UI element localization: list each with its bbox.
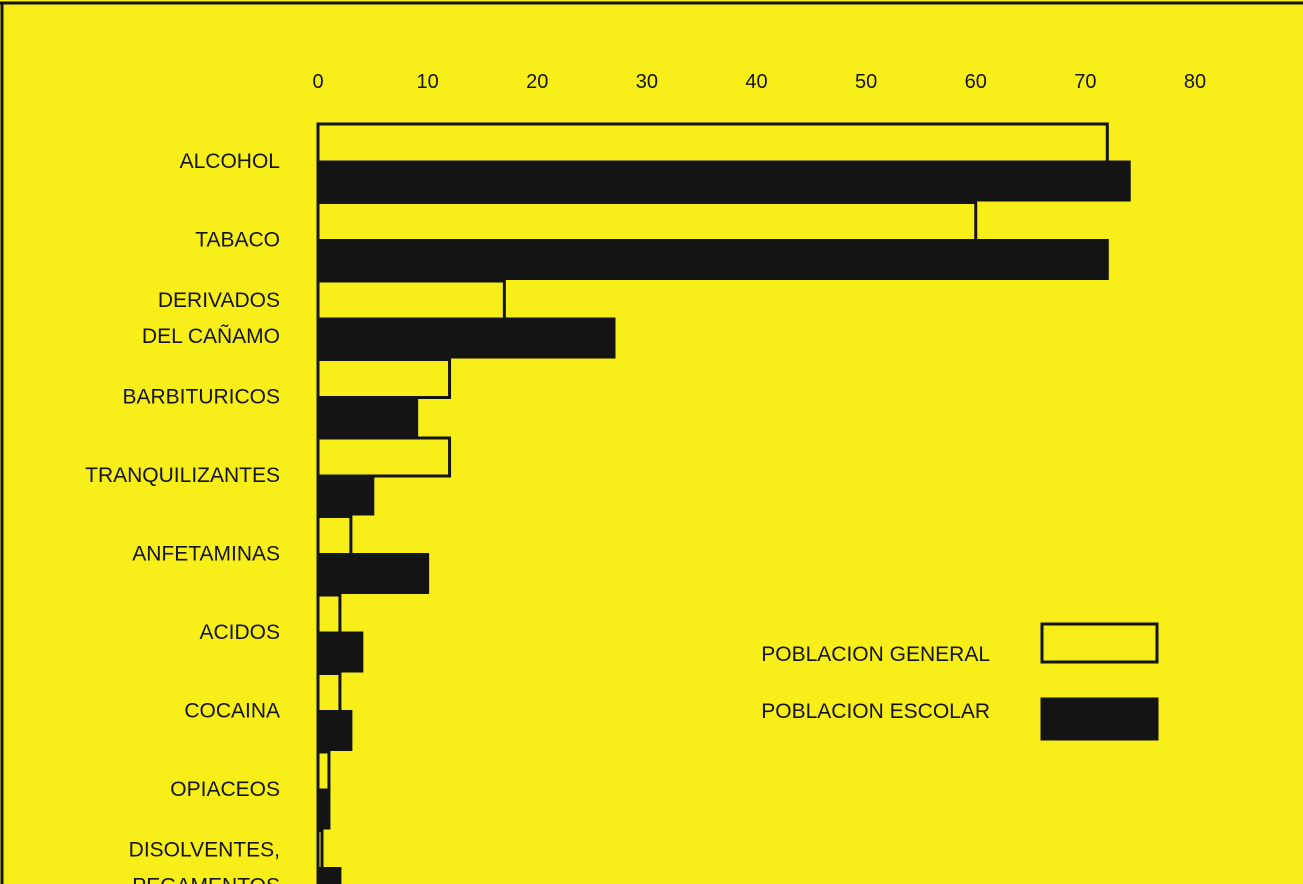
category-label: TABACO bbox=[195, 229, 280, 252]
category-label: OPIACEOS bbox=[170, 778, 280, 801]
category-label: DERIVADOS bbox=[158, 289, 280, 312]
category-label: TRANQUILIZANTES bbox=[85, 464, 280, 487]
category-labels: ALCOHOL TABACO DERIVADOS DEL CAÑAMO BARBITUR… bbox=[85, 150, 280, 884]
category-label: PEGAMENTOS bbox=[132, 875, 280, 884]
category-label: BARBITURICOS bbox=[122, 386, 280, 409]
bar-poblacion-general bbox=[316, 122, 1109, 164]
x-tick-label: 20 bbox=[526, 71, 548, 93]
x-tick-label: 0 bbox=[312, 71, 323, 93]
legend-label-escolar: POBLACION ESCOLAR bbox=[761, 700, 990, 723]
legend: POBLACION GENERAL POBLACION ESCOLAR bbox=[761, 622, 1159, 741]
bar-poblacion-escolar bbox=[316, 710, 353, 751]
x-tick-label: 80 bbox=[1184, 71, 1206, 93]
legend-swatch-general bbox=[1040, 622, 1159, 664]
bar-poblacion-general bbox=[316, 201, 978, 242]
bar-poblacion-escolar bbox=[316, 239, 1109, 280]
x-axis-ticks: 0 10 20 30 40 50 60 70 80 bbox=[312, 71, 1206, 93]
category-label: COCAINA bbox=[184, 700, 280, 723]
bar-poblacion-general bbox=[316, 672, 342, 713]
bar-poblacion-escolar bbox=[316, 317, 616, 359]
bar-poblacion-escolar bbox=[316, 788, 331, 830]
bar-poblacion-general bbox=[316, 750, 331, 792]
bar-poblacion-general bbox=[316, 593, 342, 635]
x-tick-label: 10 bbox=[417, 71, 439, 93]
bar-poblacion-general bbox=[316, 829, 324, 870]
bars bbox=[316, 122, 1131, 884]
category-label: ALCOHOL bbox=[180, 150, 280, 173]
bar-poblacion-escolar bbox=[316, 553, 430, 594]
x-tick-label: 50 bbox=[855, 71, 877, 93]
x-tick-label: 30 bbox=[636, 71, 658, 93]
bar-poblacion-escolar bbox=[316, 160, 1131, 202]
bar-poblacion-escolar bbox=[316, 474, 375, 516]
bar-poblacion-escolar bbox=[316, 867, 342, 884]
bar-poblacion-general bbox=[316, 279, 506, 321]
bar-poblacion-general bbox=[316, 436, 452, 478]
category-label: ACIDOS bbox=[199, 621, 280, 644]
bar-poblacion-escolar bbox=[316, 631, 364, 673]
bar-poblacion-general bbox=[316, 515, 353, 556]
legend-label-general: POBLACION GENERAL bbox=[761, 643, 990, 666]
x-tick-label: 40 bbox=[745, 71, 767, 93]
category-label: DEL CAÑAMO bbox=[142, 324, 280, 348]
x-tick-label: 60 bbox=[965, 71, 987, 93]
category-label: ANFETAMINAS bbox=[132, 543, 280, 566]
bar-poblacion-escolar bbox=[316, 396, 419, 437]
x-tick-label: 70 bbox=[1074, 71, 1096, 93]
bar-poblacion-general bbox=[316, 358, 452, 399]
legend-swatch-escolar bbox=[1040, 697, 1159, 741]
category-label: DISOLVENTES, bbox=[129, 839, 280, 862]
